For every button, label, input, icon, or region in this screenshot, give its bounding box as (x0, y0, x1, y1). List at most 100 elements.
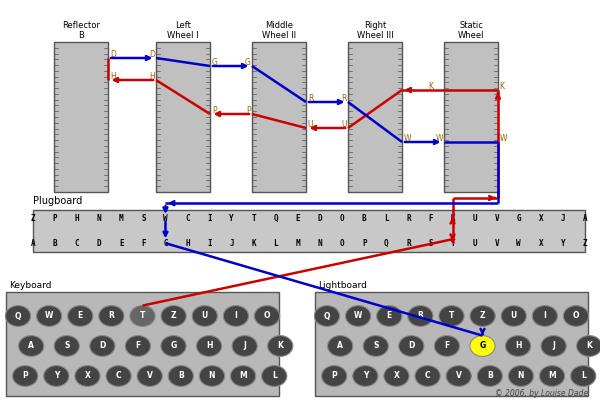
Text: M: M (548, 372, 556, 380)
Text: I: I (208, 239, 212, 248)
Text: Q: Q (15, 312, 21, 320)
Ellipse shape (434, 336, 460, 356)
Ellipse shape (54, 336, 79, 356)
Text: Q: Q (274, 214, 278, 223)
Text: N: N (209, 372, 215, 380)
Text: W: W (45, 312, 53, 320)
Ellipse shape (539, 366, 565, 386)
Ellipse shape (346, 306, 371, 326)
Ellipse shape (408, 306, 433, 326)
Text: R: R (308, 94, 313, 103)
Text: W: W (163, 214, 168, 223)
Text: O: O (340, 239, 344, 248)
Text: T: T (449, 312, 454, 320)
Ellipse shape (254, 306, 280, 326)
Ellipse shape (106, 366, 131, 386)
Text: S: S (373, 342, 379, 350)
Text: B: B (53, 239, 58, 248)
Text: B: B (178, 372, 184, 380)
Ellipse shape (399, 336, 424, 356)
Text: C: C (185, 214, 190, 223)
Text: L: L (272, 372, 277, 380)
Text: E: E (77, 312, 83, 320)
Ellipse shape (353, 366, 378, 386)
Ellipse shape (470, 336, 495, 356)
Text: H: H (75, 214, 79, 223)
Text: R: R (341, 94, 347, 103)
Ellipse shape (19, 336, 44, 356)
Text: H: H (206, 342, 212, 350)
Ellipse shape (470, 306, 495, 326)
Text: U: U (308, 120, 313, 129)
Text: V: V (494, 214, 499, 223)
Text: H: H (515, 342, 521, 350)
Text: R: R (109, 312, 115, 320)
Text: O: O (340, 214, 344, 223)
Text: K: K (428, 82, 433, 91)
Text: W: W (436, 134, 443, 143)
Ellipse shape (232, 336, 257, 356)
Text: D: D (97, 239, 101, 248)
Ellipse shape (501, 306, 526, 326)
Ellipse shape (563, 306, 589, 326)
Text: H: H (110, 72, 116, 81)
Text: E: E (296, 214, 300, 223)
Ellipse shape (415, 366, 440, 386)
Ellipse shape (230, 366, 256, 386)
Text: H: H (185, 239, 190, 248)
Ellipse shape (68, 306, 93, 326)
Bar (252, 42, 306, 192)
Text: I: I (208, 214, 212, 223)
Text: I: I (235, 312, 238, 320)
Ellipse shape (314, 306, 340, 326)
Text: P: P (53, 214, 58, 223)
Ellipse shape (541, 336, 566, 356)
Text: Static
Wheel: Static Wheel (458, 20, 484, 40)
Ellipse shape (363, 336, 388, 356)
Ellipse shape (125, 336, 151, 356)
Text: G: G (479, 342, 485, 350)
Text: D: D (110, 50, 116, 59)
Text: A: A (31, 239, 35, 248)
Text: C: C (425, 372, 430, 380)
Text: P: P (331, 372, 337, 380)
Ellipse shape (446, 366, 472, 386)
Text: V: V (456, 372, 461, 380)
Text: N: N (97, 214, 101, 223)
Text: P: P (22, 372, 28, 380)
Text: E: E (386, 312, 392, 320)
Text: K: K (251, 239, 256, 248)
Text: © 2006, by Louise Dade: © 2006, by Louise Dade (495, 389, 588, 398)
Text: H: H (149, 72, 155, 81)
Text: U: U (202, 312, 208, 320)
Text: X: X (539, 214, 543, 223)
Text: J: J (552, 342, 555, 350)
Text: R: R (406, 239, 410, 248)
Ellipse shape (44, 366, 69, 386)
Text: U: U (511, 312, 517, 320)
Text: Q: Q (324, 312, 330, 320)
Ellipse shape (384, 366, 409, 386)
Text: Y: Y (229, 214, 234, 223)
Text: R: R (418, 312, 424, 320)
Text: K: K (586, 342, 592, 350)
Text: M: M (296, 239, 300, 248)
Text: D: D (408, 342, 415, 350)
Text: K: K (450, 214, 455, 223)
Ellipse shape (161, 306, 186, 326)
Text: K: K (499, 82, 504, 91)
Text: G: G (163, 239, 168, 248)
Text: M: M (239, 372, 247, 380)
Text: A: A (337, 342, 343, 350)
Text: J: J (243, 342, 246, 350)
Text: C: C (116, 372, 121, 380)
Ellipse shape (532, 306, 557, 326)
Ellipse shape (37, 306, 62, 326)
Bar (156, 42, 210, 192)
Ellipse shape (322, 366, 347, 386)
Text: P: P (212, 106, 217, 115)
Text: D: D (99, 342, 106, 350)
Text: L: L (581, 372, 586, 380)
Text: I: I (544, 312, 547, 320)
Ellipse shape (196, 336, 221, 356)
